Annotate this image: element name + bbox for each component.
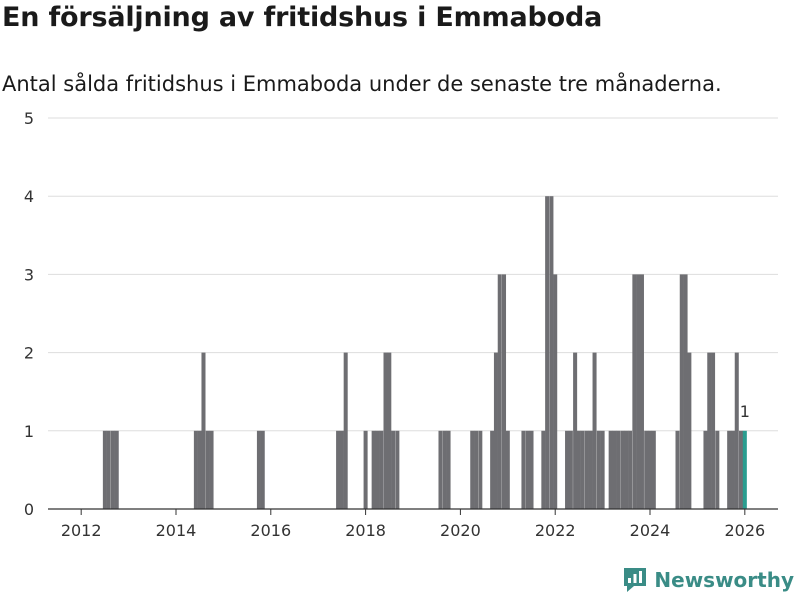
bar	[497, 274, 502, 509]
data-label: 1	[740, 402, 750, 421]
x-tick-label: 2022	[535, 521, 576, 540]
bar	[363, 430, 368, 509]
bar	[588, 430, 593, 509]
bar	[624, 430, 629, 509]
y-tick-label: 0	[24, 500, 34, 519]
bar	[584, 430, 589, 509]
bar	[568, 430, 573, 509]
x-tick-label: 2016	[250, 521, 291, 540]
bar	[343, 352, 348, 509]
bar	[383, 352, 388, 509]
bar	[505, 430, 510, 509]
bar	[525, 430, 530, 509]
bar	[636, 274, 641, 509]
bar	[260, 430, 265, 509]
bar	[675, 430, 680, 509]
bar	[193, 430, 198, 509]
bar	[438, 430, 443, 509]
bar	[553, 274, 558, 509]
x-tick-label: 2020	[440, 521, 481, 540]
bar	[703, 430, 708, 509]
bar	[592, 352, 597, 509]
bar	[628, 430, 633, 509]
bar	[727, 430, 732, 509]
bar	[651, 430, 656, 509]
bar	[541, 430, 546, 509]
bar	[644, 430, 649, 509]
bar	[391, 430, 396, 509]
bar	[395, 430, 400, 509]
bar	[734, 352, 739, 509]
bar	[639, 274, 644, 509]
bar	[493, 352, 498, 509]
bar	[102, 430, 107, 509]
bar	[580, 430, 585, 509]
bar	[114, 430, 119, 509]
bar	[371, 430, 376, 509]
bar	[687, 352, 692, 509]
bar	[470, 430, 475, 509]
bar	[707, 352, 712, 509]
bar	[521, 430, 526, 509]
bar	[474, 430, 479, 509]
bar	[679, 274, 684, 509]
bar	[647, 430, 653, 509]
bar	[379, 430, 384, 509]
bar	[336, 430, 341, 509]
bar	[442, 430, 447, 509]
y-tick-label: 1	[24, 422, 34, 441]
bar	[110, 430, 115, 509]
bar	[501, 274, 507, 509]
bar	[632, 274, 637, 509]
bar	[715, 430, 720, 509]
bar	[616, 430, 621, 509]
x-tick-label: 2012	[61, 521, 102, 540]
x-tick-label: 2014	[156, 521, 197, 540]
x-tick-label: 2026	[724, 521, 765, 540]
y-tick-label: 2	[24, 344, 34, 363]
bar	[197, 430, 202, 509]
bar	[711, 352, 716, 509]
bar	[620, 430, 625, 509]
bar	[549, 196, 554, 509]
bar-highlight	[742, 430, 747, 509]
bar	[209, 430, 214, 509]
bar	[256, 430, 261, 509]
chart-subtitle: Antal sålda fritidshus i Emmaboda under …	[2, 72, 722, 96]
bar	[106, 430, 111, 509]
y-tick-label: 3	[24, 265, 34, 284]
bar	[576, 430, 581, 509]
bar	[612, 430, 617, 509]
bar	[545, 196, 550, 509]
y-tick-label: 5	[24, 109, 34, 128]
bar	[596, 430, 601, 509]
newsworthy-icon	[624, 568, 647, 592]
bar	[478, 430, 483, 509]
bar	[600, 430, 605, 509]
bar	[730, 430, 735, 509]
brand-name: Newsworthy	[654, 568, 794, 592]
bar	[339, 430, 344, 509]
bar	[387, 352, 392, 509]
newsworthy-logo: Newsworthy	[622, 566, 794, 594]
bar	[375, 430, 380, 509]
bar	[490, 430, 495, 509]
y-tick-label: 4	[24, 187, 34, 206]
bar	[205, 430, 210, 509]
bar	[446, 430, 451, 509]
bar	[739, 430, 744, 509]
x-tick-label: 2024	[630, 521, 671, 540]
bar	[201, 352, 206, 509]
x-tick-label: 2018	[345, 521, 386, 540]
bar	[565, 430, 570, 509]
bar	[573, 352, 578, 509]
chart-title: En försäljning av fritidshus i Emmaboda	[2, 2, 603, 33]
bar	[608, 430, 613, 509]
bar	[683, 274, 688, 509]
bar	[529, 430, 534, 509]
